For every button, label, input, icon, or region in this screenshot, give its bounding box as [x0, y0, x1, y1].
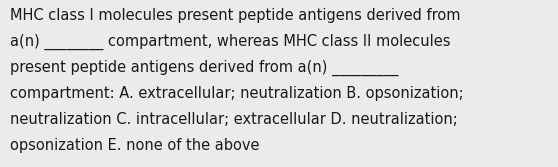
Text: present peptide antigens derived from a(n) _________: present peptide antigens derived from a(…	[10, 60, 398, 76]
Text: a(n) ________ compartment, whereas MHC class II molecules: a(n) ________ compartment, whereas MHC c…	[10, 34, 450, 50]
Text: compartment: A. extracellular; neutralization B. opsonization;: compartment: A. extracellular; neutraliz…	[10, 86, 464, 101]
Text: MHC class I molecules present peptide antigens derived from: MHC class I molecules present peptide an…	[10, 8, 460, 23]
Text: opsonization E. none of the above: opsonization E. none of the above	[10, 138, 259, 153]
Text: neutralization C. intracellular; extracellular D. neutralization;: neutralization C. intracellular; extrace…	[10, 112, 458, 127]
